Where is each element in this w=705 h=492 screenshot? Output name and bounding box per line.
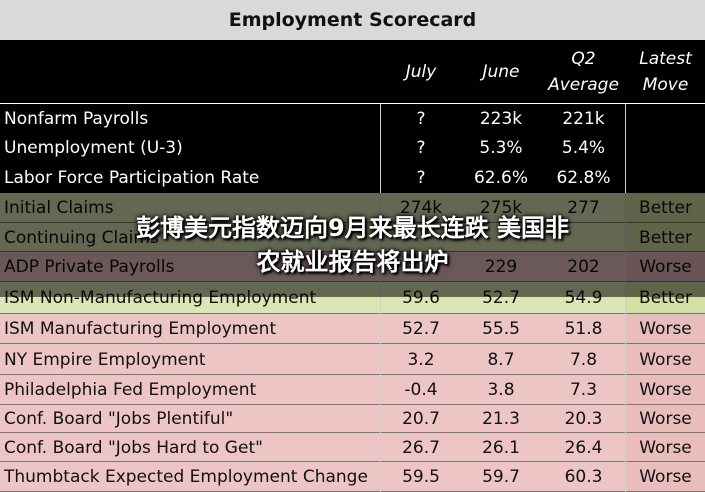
cell-latest-move: Worse [639, 467, 692, 487]
table-title-bar: Employment Scorecard [0, 0, 705, 40]
cell-july: ? [416, 108, 426, 129]
column-header-july: July [381, 40, 461, 104]
cell-q2-average: 60.3 [564, 467, 603, 487]
row-label: Philadelphia Fed Employment [4, 380, 257, 400]
column-divider [380, 104, 381, 492]
cell-latest-move: Worse [639, 437, 692, 458]
column-header-june-text: June [482, 62, 520, 82]
cell-q2-average: 5.4% [561, 138, 606, 158]
row-label: Nonfarm Payrolls [4, 108, 149, 129]
cell-q2-average: 7.3 [569, 380, 598, 400]
column-header-q2-line1: Q2 [571, 49, 596, 69]
table-row: Conf. Board "Jobs Hard to Get" 26.7 26.1 26… [0, 433, 705, 462]
row-label: ISM Manufacturing Employment [4, 319, 277, 339]
table-row: Thumbtack Expected Employment Change 59.5… [0, 462, 705, 492]
row-label: Unemployment (U-3) [4, 138, 183, 158]
cell-latest-move: Worse [639, 409, 692, 429]
row-label: Conf. Board "Jobs Plentiful" [4, 409, 234, 429]
cell-q2-average: 62.8% [556, 168, 611, 188]
cell-q2-average: 7.8 [569, 349, 598, 370]
news-headline: 彭博美元指数迈向9月来最长连跌 美国非 农就业报告将出炉 [0, 193, 705, 297]
table-row: Unemployment (U-3)? 5.3% 5.4% [0, 133, 705, 163]
cell-july: 52.7 [402, 319, 440, 339]
cell-latest-move: Worse [639, 319, 692, 339]
column-divider [625, 104, 626, 492]
table-title: Employment Scorecard [228, 9, 477, 31]
headline-line-2: 农就业报告将出炉 [256, 248, 449, 276]
cell-q2-average: 26.4 [564, 437, 603, 458]
cell-june: 59.7 [482, 467, 520, 487]
cell-june: 21.3 [482, 409, 520, 429]
cell-latest-move [626, 163, 705, 193]
cell-july: ? [416, 168, 426, 188]
cell-july: ? [416, 138, 426, 158]
cell-june: 26.1 [482, 437, 520, 458]
table-row: Labor Force Participation Rate? 62.6% 62.8… [0, 163, 705, 193]
cell-june: 8.7 [487, 349, 515, 370]
cell-july: 59.5 [402, 467, 440, 487]
column-header-move-line2: Move [642, 75, 689, 95]
cell-june: 55.5 [482, 319, 520, 339]
cell-q2-average: 20.3 [564, 409, 603, 429]
table-row: ISM Manufacturing Employment 52.7 55.5 51.8… [0, 314, 705, 344]
latest-move-background [626, 344, 705, 375]
cell-june: 5.3% [479, 138, 523, 158]
row-label: Thumbtack Expected Employment Change [4, 467, 368, 487]
headline-overlay [0, 193, 705, 297]
table-row: Nonfarm Payrolls? 223k 221k [0, 104, 705, 133]
cell-july: 20.7 [402, 409, 440, 429]
column-header-latest-move: Latest Move [626, 40, 705, 104]
cell-june: 62.6% [473, 168, 528, 188]
cell-q2-average: 221k [562, 108, 605, 129]
cell-latest-move [626, 133, 705, 163]
column-header-june: June [461, 40, 541, 104]
table-row: Philadelphia Fed Employment -0.4 3.8 7.3 Wor… [0, 375, 705, 405]
latest-move-background [626, 375, 705, 405]
latest-move-background [626, 314, 705, 344]
cell-june: 3.8 [487, 380, 515, 400]
latest-move-background [626, 462, 705, 492]
cell-july: -0.4 [404, 380, 438, 400]
latest-move-background [626, 433, 705, 462]
column-header-move-line1: Latest [639, 49, 692, 69]
cell-july: 3.2 [407, 349, 435, 370]
table-row: NY Empire Employment 3.2 8.7 7.8 Worse [0, 344, 705, 375]
cell-latest-move [626, 104, 705, 133]
headline-line-1: 彭博美元指数迈向9月来最长连跌 美国非 [135, 214, 570, 242]
row-label: NY Empire Employment [4, 349, 206, 370]
latest-move-background [626, 405, 705, 433]
cell-q2-average: 51.8 [564, 319, 603, 339]
column-header-q2-line2: Average [548, 75, 619, 95]
column-header-q2-average: Q2 Average [541, 40, 626, 104]
row-label: Conf. Board "Jobs Hard to Get" [4, 437, 263, 458]
column-header-july-text: July [405, 62, 437, 82]
cell-july: 26.7 [402, 437, 440, 458]
cell-june: 223k [479, 108, 523, 129]
table-row: Conf. Board "Jobs Plentiful" 20.7 21.3 20.3… [0, 405, 705, 433]
cell-latest-move: Worse [639, 380, 692, 400]
cell-latest-move: Worse [639, 349, 692, 370]
row-label: Labor Force Participation Rate [4, 168, 260, 188]
